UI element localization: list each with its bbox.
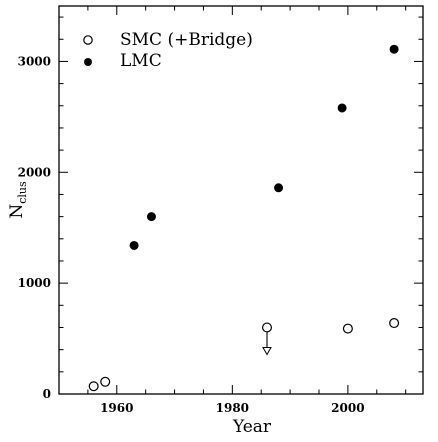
- data-point-lmc: [274, 183, 284, 193]
- data-point-lmc: [389, 44, 399, 54]
- x-axis-title: Year: [232, 417, 272, 437]
- data-point-smc: [342, 323, 353, 334]
- legend: SMC (+Bridge) LMC: [83, 30, 253, 71]
- data-point-lmc: [146, 212, 156, 222]
- data-point-smc: [262, 322, 273, 333]
- data-point-lmc: [129, 240, 139, 250]
- legend-label-smc: SMC (+Bridge): [120, 30, 253, 50]
- x-tick-label: 1960: [100, 401, 133, 415]
- legend-label-lmc: LMC: [120, 51, 162, 71]
- y-axis-title-main: N: [7, 204, 27, 219]
- y-tick-label: 3000: [18, 54, 51, 68]
- data-point-smc: [100, 376, 111, 387]
- y-tick-label: 0: [43, 387, 51, 401]
- axis-ticks: [59, 6, 423, 395]
- x-tick-label: 1980: [216, 401, 249, 415]
- y-axis-title: Nclus: [7, 181, 29, 219]
- legend-marker-smc: [83, 35, 93, 45]
- upper-limit-arrow-head: [262, 346, 272, 356]
- data-points: [88, 44, 400, 392]
- legend-marker-lmc: [84, 58, 92, 66]
- y-axis-title-sub: clus: [16, 181, 29, 204]
- data-point-lmc: [337, 103, 347, 113]
- y-tick-label: 2000: [18, 165, 51, 179]
- data-point-smc: [389, 318, 400, 329]
- x-tick-label: 2000: [331, 401, 364, 415]
- data-point-smc: [88, 381, 99, 392]
- plot-frame: [58, 5, 424, 395]
- y-tick-label: 1000: [18, 276, 51, 290]
- tick-labels: 1960 1980 2000 0 1000 2000 3000: [18, 54, 365, 415]
